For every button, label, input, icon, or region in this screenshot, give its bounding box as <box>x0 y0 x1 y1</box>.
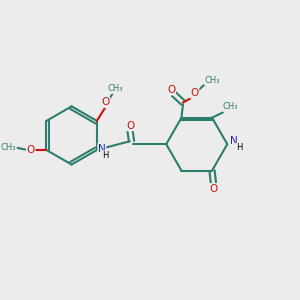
Text: N: N <box>98 143 106 154</box>
Text: O: O <box>167 85 176 95</box>
Text: CH₃: CH₃ <box>223 102 239 111</box>
Text: O: O <box>126 121 134 130</box>
Text: N: N <box>230 136 238 146</box>
Text: H: H <box>236 143 242 152</box>
Text: CH₃: CH₃ <box>108 84 124 93</box>
Text: O: O <box>190 88 199 98</box>
Text: CH₃: CH₃ <box>204 76 220 85</box>
Text: O: O <box>101 97 110 107</box>
Text: O: O <box>209 184 217 194</box>
Text: CH₃: CH₃ <box>1 143 16 152</box>
Text: O: O <box>27 145 35 155</box>
Text: H: H <box>102 151 109 160</box>
